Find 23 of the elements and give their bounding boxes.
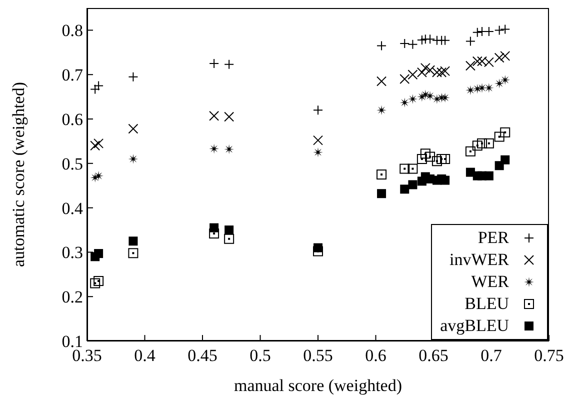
x-axis-title: manual score (weighted) [234,376,402,395]
y-tick-label: 0.8 [62,21,83,40]
y-tick-label: 0.2 [62,288,83,307]
y-tick-label: 0.4 [62,198,84,218]
x-tick-label: 0.75 [534,346,564,366]
y-tick-label: 0.5 [62,154,83,174]
legend-label: BLEU [464,293,509,315]
legend-label: PER [478,227,509,249]
x-tick-label: 0.7 [480,346,502,366]
legend-label: invWER [450,249,509,271]
x-tick-label: 0.55 [303,346,333,366]
y-tick-label: 0.6 [62,110,83,130]
y-axis-title: automatic score (weighted) [9,82,28,268]
y-tick-label: 0.7 [62,66,84,85]
x-tick-label: 0.5 [250,346,271,366]
x-tick-label: 0.6 [365,346,386,366]
x-tick-label: 0.45 [188,346,218,366]
x-tick-label: 0.35 [72,346,102,366]
x-tick-label: 0.65 [418,346,448,366]
y-tick-label: 0.3 [62,243,83,262]
legend-label: avgBLEU [440,315,509,337]
x-tick-label: 0.4 [134,346,156,366]
legend-label: WER [471,271,509,293]
